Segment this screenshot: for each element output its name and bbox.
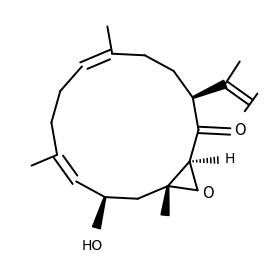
Text: O: O <box>203 186 214 201</box>
Polygon shape <box>161 186 169 215</box>
Polygon shape <box>92 197 106 229</box>
Text: HO: HO <box>82 238 103 253</box>
Text: H: H <box>225 152 235 166</box>
Text: O: O <box>235 123 246 138</box>
Polygon shape <box>192 80 227 98</box>
